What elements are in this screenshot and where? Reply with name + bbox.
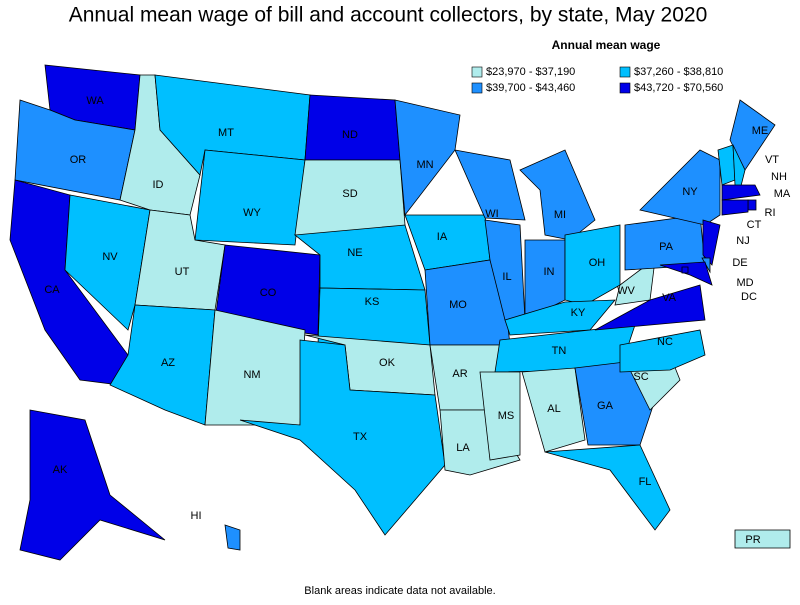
state-label: ND xyxy=(342,129,358,141)
state-label: OH xyxy=(589,257,606,269)
state-label: PA xyxy=(659,241,674,253)
state-label: AZ xyxy=(161,357,175,369)
state-label: MS xyxy=(498,410,515,422)
state-shape xyxy=(619,329,706,373)
legend-label: $37,260 - $38,810 xyxy=(634,66,723,78)
state-label: SD xyxy=(342,188,357,200)
state-label: CA xyxy=(44,284,60,296)
state-shape xyxy=(594,284,706,331)
state-shape xyxy=(747,199,757,211)
state-label: AK xyxy=(53,464,68,476)
state-label: LA xyxy=(456,442,470,454)
state-label: WA xyxy=(86,95,104,107)
state-label: IL xyxy=(502,271,511,283)
state-label: MA xyxy=(774,188,791,200)
legend-label: $23,970 - $37,190 xyxy=(486,66,575,78)
state-shape xyxy=(239,339,446,536)
state-label: MD xyxy=(736,277,753,289)
state-label: WY xyxy=(243,207,261,219)
state-shape xyxy=(721,199,749,216)
state-shape xyxy=(574,361,656,446)
state-shape xyxy=(204,309,306,426)
state-shape xyxy=(614,259,656,306)
state-shape xyxy=(479,371,521,461)
state-label: TX xyxy=(353,431,368,443)
state-label: AL xyxy=(547,403,560,415)
state-label: OR xyxy=(70,154,87,166)
state-label: FL xyxy=(639,476,652,488)
legend-swatch xyxy=(619,82,631,94)
state-label: NV xyxy=(102,251,118,263)
state-label: MT xyxy=(218,127,234,139)
state-label: IA xyxy=(437,231,448,243)
state-shape xyxy=(639,149,721,226)
state-label: DC xyxy=(741,291,757,303)
state-label: NE xyxy=(347,247,362,259)
state-shape xyxy=(394,99,461,217)
state-shape xyxy=(504,299,616,336)
state-label: GA xyxy=(597,400,614,412)
legend-label: $43,720 - $70,560 xyxy=(634,82,723,94)
footnote: Blank areas indicate data not available. xyxy=(304,585,495,597)
states: WA OR CA NV ID MT WY UT AZ CO NM ND SD NE KS OK TX MN IA MO… xyxy=(9,64,791,561)
state-label: MO xyxy=(449,299,467,311)
state-label: HI xyxy=(191,510,202,522)
state-label: MI xyxy=(554,209,566,221)
state-shape xyxy=(439,409,521,476)
state-label: ID xyxy=(153,179,164,191)
state-label: TN xyxy=(552,345,567,357)
state-shape xyxy=(734,529,791,549)
state-shape xyxy=(64,194,151,331)
state-label: VA xyxy=(662,292,677,304)
state-label: NM xyxy=(243,369,260,381)
state-label: AR xyxy=(452,368,467,380)
state-label: NC xyxy=(657,336,673,348)
state-label: NH xyxy=(771,171,787,183)
state-shape xyxy=(681,266,689,274)
state-shape xyxy=(717,144,736,186)
legend-title: Annual mean wage xyxy=(552,38,661,52)
state-shape xyxy=(19,409,166,561)
state-shape xyxy=(564,224,621,306)
state-label: SC xyxy=(633,371,648,383)
state-label: VT xyxy=(765,154,779,166)
state-label: RI xyxy=(765,207,776,219)
legend-swatch xyxy=(471,66,483,78)
state-label: WV xyxy=(617,285,635,297)
state-label: KS xyxy=(365,296,380,308)
state-shape xyxy=(721,184,761,201)
state-shape xyxy=(304,94,401,161)
state-shape xyxy=(659,261,713,286)
state-shape xyxy=(702,219,721,266)
state-label: UT xyxy=(175,266,190,278)
state-shape xyxy=(224,524,241,551)
state-label: OK xyxy=(379,357,396,369)
state-shape xyxy=(519,149,596,241)
state-label: IN xyxy=(544,266,555,278)
legend: $23,970 - $37,190 $37,260 - $38,810 $39,70… xyxy=(471,66,723,94)
state-label: KY xyxy=(571,307,586,319)
state-shape xyxy=(454,149,526,221)
state-label: ME xyxy=(752,125,769,137)
state-label: WI xyxy=(485,208,498,220)
legend-label: $39,700 - $43,460 xyxy=(486,82,575,94)
state-label: CO xyxy=(260,287,277,299)
state-label: NY xyxy=(682,186,698,198)
state-label: PR xyxy=(745,534,760,546)
state-label: CT xyxy=(747,219,762,231)
legend-swatch xyxy=(619,66,631,78)
state-shape xyxy=(194,149,306,246)
state-label: DE xyxy=(732,257,747,269)
state-shape xyxy=(521,367,586,453)
legend-swatch xyxy=(471,82,483,94)
state-shape xyxy=(544,444,671,531)
state-label: MN xyxy=(416,159,433,171)
map-title: Annual mean wage of bill and account col… xyxy=(69,4,708,27)
state-label: NJ xyxy=(736,235,749,247)
